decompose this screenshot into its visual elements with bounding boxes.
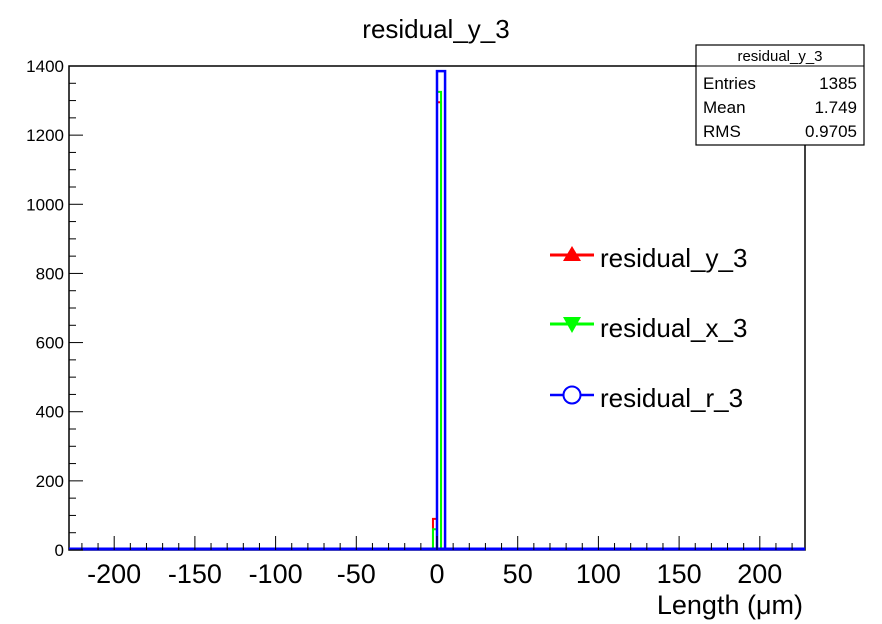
- x-axis-label: Length (μm): [657, 590, 803, 620]
- x-tick-label: 200: [737, 559, 782, 589]
- y-tick-label: 1000: [26, 195, 64, 214]
- stats-box: residual_y_3 Entries 1385 Mean 1.749 RMS…: [695, 44, 865, 146]
- x-tick-label: 150: [657, 559, 702, 589]
- legend-label-residual-y-3: residual_y_3: [600, 243, 747, 273]
- stats-rms-value: 0.9705: [805, 122, 857, 141]
- legend-item-residual-y-3: residual_y_3: [550, 243, 747, 273]
- y-tick-label: 400: [36, 403, 64, 422]
- y-tick-label: 1200: [26, 126, 64, 145]
- triangle-up-marker-icon: [563, 246, 581, 261]
- legend-item-residual-x-3: residual_x_3: [550, 313, 747, 343]
- stats-mean-label: Mean: [703, 98, 746, 117]
- y-axis: 0 200 400 600 800 1000 1200 1400: [26, 57, 83, 560]
- y-tick-label: 1400: [26, 57, 64, 76]
- x-tick-label: -100: [249, 559, 303, 589]
- stats-entries-label: Entries: [703, 74, 756, 93]
- circle-open-marker-icon: [562, 385, 582, 405]
- x-axis: -200 -150 -100 -50 0 50 100 150 200: [81, 536, 793, 589]
- chart-title: residual_y_3: [362, 14, 509, 44]
- legend-item-residual-r-3: residual_r_3: [550, 383, 743, 413]
- bar-residual_r_3-0: [435, 69, 447, 550]
- stats-rms-label: RMS: [703, 122, 741, 141]
- x-tick-label: 50: [503, 559, 533, 589]
- y-tick-label: 200: [36, 472, 64, 491]
- x-tick-label: 0: [429, 559, 444, 589]
- y-tick-label: 600: [36, 334, 64, 353]
- y-tick-label: 0: [55, 541, 64, 560]
- stats-entries-value: 1385: [819, 74, 857, 93]
- legend-label-residual-r-3: residual_r_3: [600, 383, 743, 413]
- histogram-bars: [431, 69, 447, 550]
- legend-label-residual-x-3: residual_x_3: [600, 313, 747, 343]
- x-tick-label: -50: [337, 559, 376, 589]
- legend: residual_y_3 residual_x_3 residual_r_3: [550, 243, 747, 413]
- triangle-down-marker-icon: [563, 317, 581, 333]
- x-tick-label: -200: [87, 559, 141, 589]
- y-tick-label: 800: [36, 264, 64, 283]
- x-tick-label: 100: [576, 559, 621, 589]
- stats-box-title: residual_y_3: [737, 48, 822, 65]
- x-tick-label: -150: [168, 559, 222, 589]
- stats-mean-value: 1.749: [814, 98, 857, 117]
